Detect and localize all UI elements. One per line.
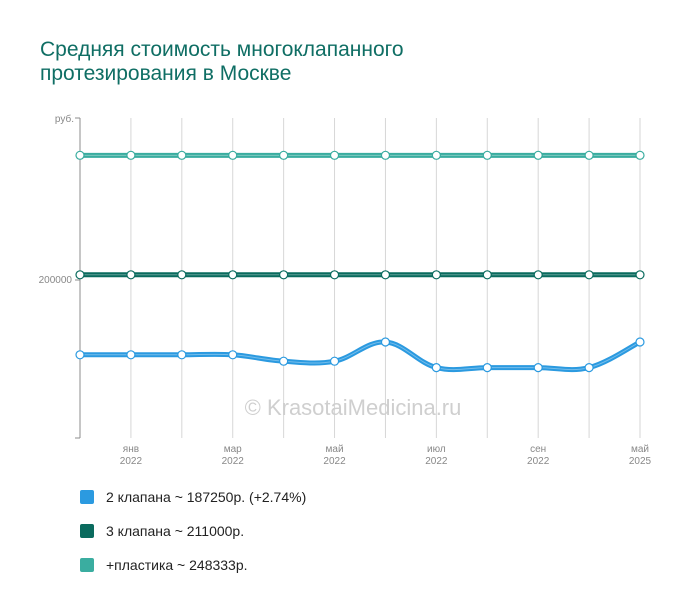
data-point-3-valves [431,270,441,280]
data-point-2-valves [533,363,543,373]
x-tick-label-month: май [631,444,649,455]
data-point-2-valves [380,337,391,347]
data-point-plastic [635,150,645,160]
legend-swatch-2-valves [80,490,94,504]
chart-title: Средняя стоимость многоклапанного протез… [40,38,640,86]
watermark-text: © KrasotaiMedicina.ru [245,395,462,420]
data-point-plastic [533,150,543,160]
chart-legend: 2 клапана ~ 187250р. (+2.74%) 3 клапана … [80,488,306,590]
data-point-plastic [482,150,492,160]
data-point-3-valves [635,270,645,280]
legend-item-plastic: +пластика ~ 248333р. [80,556,306,574]
data-point-3-valves [533,270,543,280]
data-point-plastic [228,150,238,160]
legend-item-3-valves: 3 клапана ~ 211000р. [80,522,306,540]
x-tick-label-year: 2022 [120,456,143,467]
data-point-plastic [177,150,187,160]
series-line-2-valves [77,339,643,373]
data-point-3-valves [584,270,594,280]
x-tick-label-year: 2022 [323,456,346,467]
data-point-3-valves [177,270,187,280]
data-point-plastic [584,150,594,160]
data-point-2-valves [635,337,645,347]
x-tick-label-month: май [326,444,344,455]
data-point-plastic [329,150,340,160]
x-tick-label-month: сен [530,444,546,455]
data-point-3-valves [329,270,340,280]
data-point-plastic [380,150,391,160]
legend-label-3-valves: 3 клапана ~ 211000р. [106,523,245,539]
y-tick-label: 200000 [39,275,73,286]
data-point-2-valves [329,356,340,366]
data-point-2-valves [431,363,441,373]
data-point-3-valves [380,270,391,280]
legend-item-2-valves: 2 клапана ~ 187250р. (+2.74%) [80,488,306,506]
y-axis-unit-label: руб. [55,113,74,125]
data-point-2-valves [482,363,492,373]
data-point-2-valves [177,350,187,360]
data-point-2-valves [75,350,85,360]
data-point-3-valves [279,270,289,280]
data-point-3-valves [75,270,85,280]
legend-swatch-3-valves [80,524,94,538]
data-point-plastic [279,150,289,160]
data-point-2-valves [279,356,289,366]
data-point-plastic [431,150,441,160]
data-point-plastic [75,150,85,160]
chart-title-line-1: Средняя стоимость многоклапанного [40,38,404,61]
chart-title-line-2: протезирования в Москве [40,62,292,85]
data-point-3-valves [482,270,492,280]
x-tick-label-month: мар [224,444,242,455]
data-point-2-valves [228,350,238,360]
data-point-2-valves [126,350,136,360]
x-tick-label-month: янв [123,444,139,455]
x-tick-label-year: 2025 [629,456,652,467]
line-chart: руб.200000© KrasotaiMedicina.ruянв2022ма… [39,113,652,467]
data-point-3-valves [126,270,136,280]
legend-label-2-valves: 2 клапана ~ 187250р. (+2.74%) [106,489,307,505]
data-point-3-valves [228,270,238,280]
x-tick-label-year: 2022 [527,456,550,467]
data-point-2-valves [584,363,594,373]
x-tick-label-month: июл [427,444,446,455]
x-tick-label-year: 2022 [425,456,448,467]
legend-swatch-plastic [80,558,94,572]
x-tick-label-year: 2022 [222,456,245,467]
data-point-plastic [126,150,136,160]
legend-label-plastic: +пластика ~ 248333р. [106,557,248,573]
